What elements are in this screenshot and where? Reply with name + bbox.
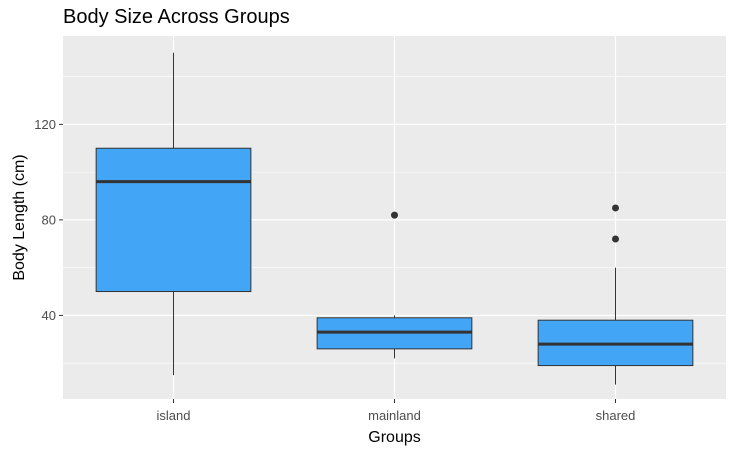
y-tick-label: 120: [34, 117, 56, 132]
x-tick-label-mainland: mainland: [368, 408, 421, 423]
y-axis-title: Body Length (cm): [11, 154, 28, 280]
x-axis-title: Groups: [368, 429, 420, 446]
x-axis-ticks: island mainland shared: [157, 399, 636, 423]
box-island: [95, 52, 252, 376]
outlier-point: [612, 204, 619, 212]
y-tick-label: 40: [42, 308, 56, 323]
y-tick-label: 80: [42, 212, 56, 227]
box-shared: [537, 204, 694, 385]
iqr-box: [95, 147, 252, 293]
boxes: [95, 52, 694, 385]
chart-title: Body Size Across Groups: [63, 6, 290, 28]
box-mainland: [316, 211, 473, 359]
outlier-point: [391, 211, 398, 219]
outlier-point: [612, 235, 619, 243]
x-tick-label-island: island: [157, 408, 191, 423]
y-axis-ticks: 40 80 120: [34, 117, 63, 323]
x-tick-label-shared: shared: [596, 408, 636, 423]
